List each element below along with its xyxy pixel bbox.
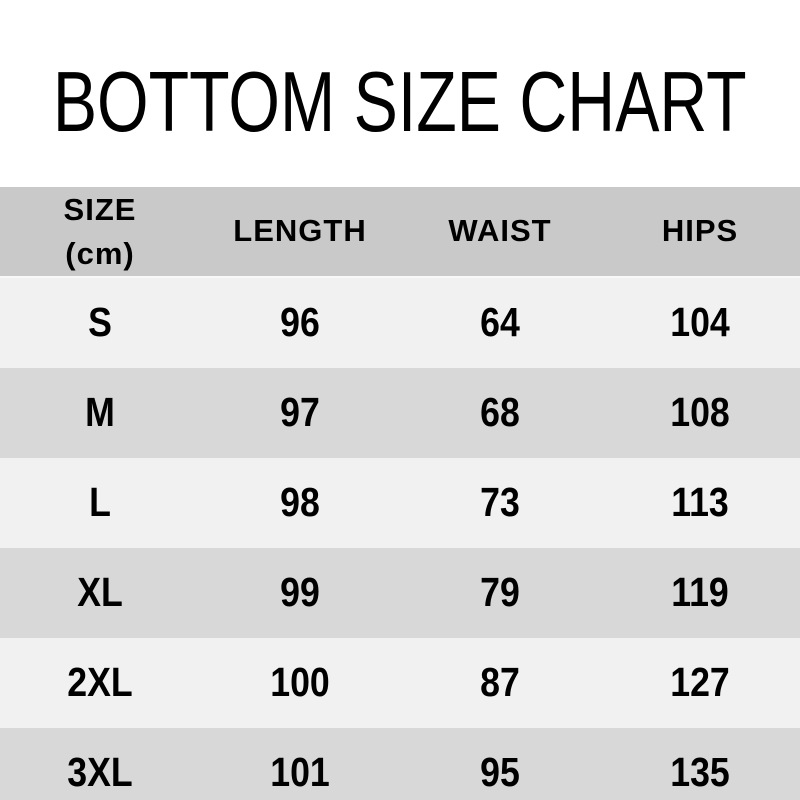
size-label: S (88, 299, 112, 346)
length-value: 98 (280, 479, 320, 526)
size-table: SIZE (cm) LENGTH WAIST HIPS S 96 64 104 … (0, 187, 800, 800)
waist-value: 68 (480, 389, 520, 436)
column-header-length: LENGTH (233, 213, 367, 249)
table-row-m: M 97 68 108 (0, 368, 800, 458)
table-row-xl: XL 99 79 119 (0, 548, 800, 638)
size-label: 3XL (67, 749, 133, 796)
hips-value: 119 (671, 569, 729, 616)
waist-value: 64 (480, 299, 520, 346)
length-value: 96 (280, 299, 320, 346)
waist-value: 73 (480, 479, 520, 526)
hips-value: 113 (671, 479, 729, 526)
hips-value: 127 (670, 659, 730, 706)
waist-value: 79 (480, 569, 520, 616)
hips-value: 104 (670, 299, 730, 346)
table-row-3xl: 3XL 101 95 135 (0, 728, 800, 800)
page-title: BOTTOM SIZE CHART (53, 54, 747, 150)
size-label: L (89, 479, 111, 526)
hips-value: 108 (670, 389, 730, 436)
waist-value: 87 (480, 659, 520, 706)
table-row-2xl: 2XL 100 87 127 (0, 638, 800, 728)
length-value: 100 (270, 659, 330, 706)
column-header-hips: HIPS (661, 213, 739, 249)
length-value: 97 (280, 389, 320, 436)
hips-value: 135 (670, 749, 730, 796)
size-label: XL (77, 569, 123, 616)
table-header-row: SIZE (cm) LENGTH WAIST HIPS (0, 187, 800, 278)
page-title-container: BOTTOM SIZE CHART (0, 0, 800, 187)
table-row-s: S 96 64 104 (0, 278, 800, 368)
table-row-l: L 98 73 113 (0, 458, 800, 548)
length-value: 99 (280, 569, 320, 616)
size-label: 2XL (67, 659, 133, 706)
size-label: M (85, 389, 115, 436)
column-header-waist: WAIST (448, 213, 552, 249)
column-header-size-line1: SIZE (63, 191, 137, 227)
column-header-size: SIZE (cm) (0, 188, 200, 276)
length-value: 101 (270, 749, 330, 796)
column-header-size-line2: (cm) (65, 235, 135, 271)
waist-value: 95 (480, 749, 520, 796)
